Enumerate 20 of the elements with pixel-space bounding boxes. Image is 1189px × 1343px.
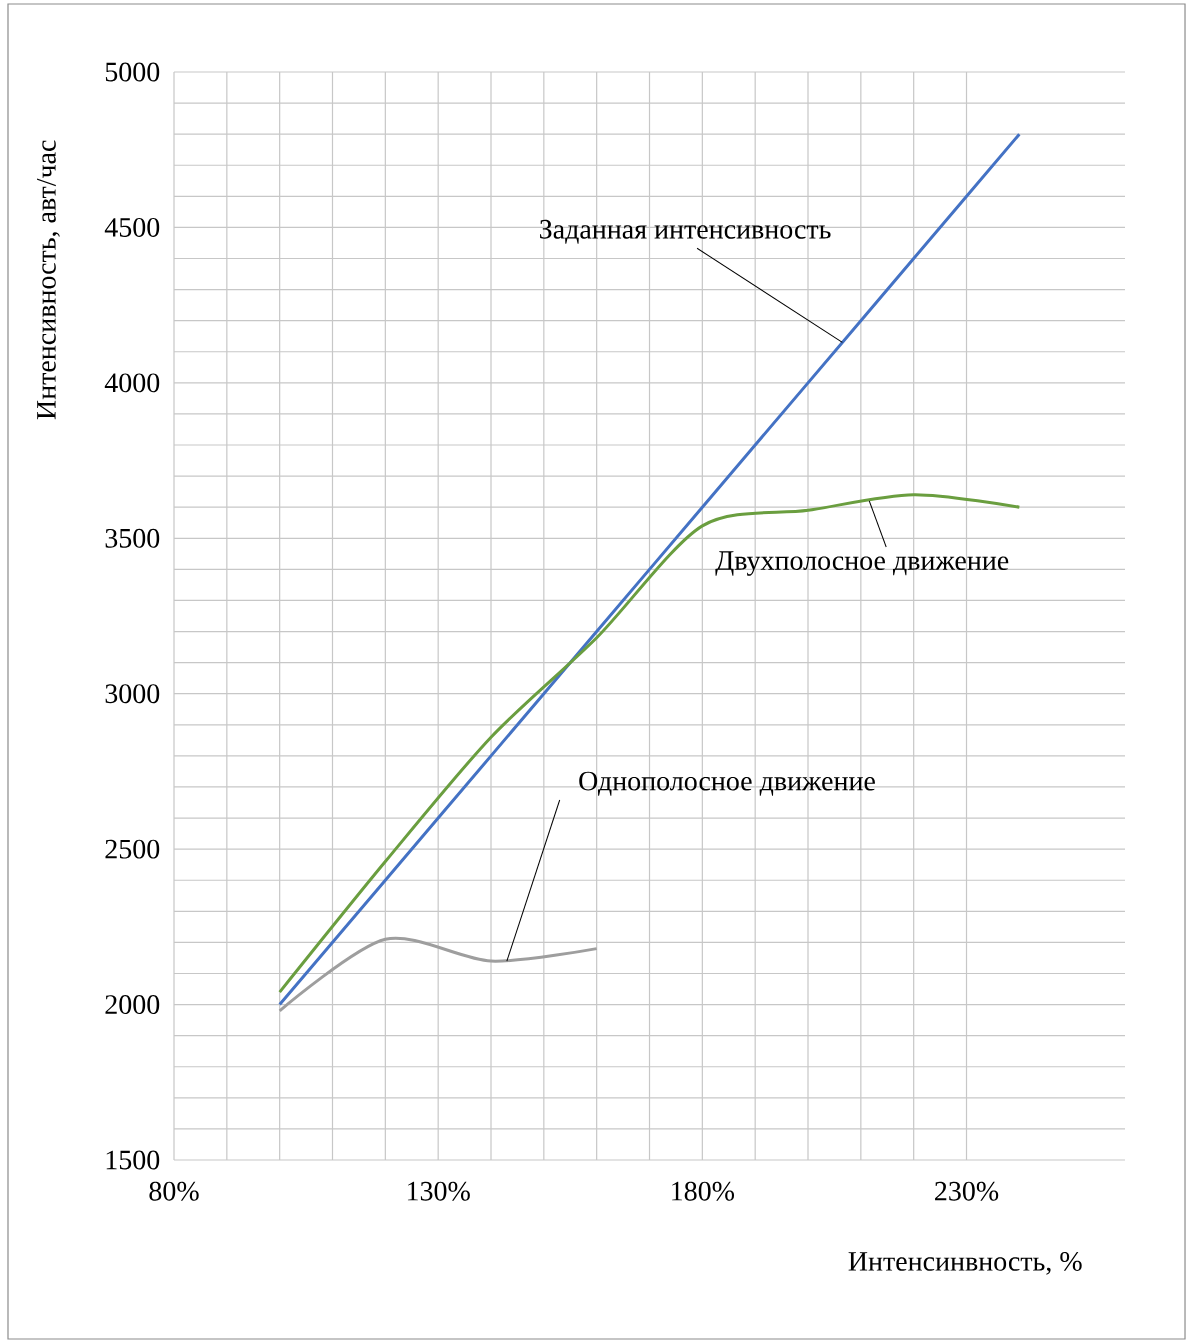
y-tick-label: 1500 <box>106 1150 160 1170</box>
line-series <box>278 132 1021 1007</box>
y-tick-label: 4000 <box>104 373 160 393</box>
annotation: Двухполосное движение <box>715 551 1009 576</box>
annotation: Однополосное движение <box>579 771 875 796</box>
y-tick-label: 2000 <box>105 995 160 1015</box>
y-tick-label: 5000 <box>105 62 160 82</box>
x-tick-label: 80% <box>149 1181 199 1201</box>
y-tick-label: 4500 <box>104 217 160 237</box>
x-tick-label: 230% <box>935 1181 999 1201</box>
y-tick-label: 3500 <box>105 528 160 548</box>
line-series <box>278 493 1021 994</box>
y-tick-label: 2500 <box>105 839 160 859</box>
line-series <box>278 936 599 1013</box>
y-tick-label: 3000 <box>105 684 160 704</box>
y-axis-title: Интенсивность, авт/час <box>37 140 60 420</box>
x-tick-label: 180% <box>672 1181 735 1201</box>
x-tick-label: 130% <box>407 1181 470 1201</box>
annotation: Заданная интенсивность <box>539 219 831 244</box>
x-axis-title: Интенсинвность, % <box>848 1251 1082 1275</box>
